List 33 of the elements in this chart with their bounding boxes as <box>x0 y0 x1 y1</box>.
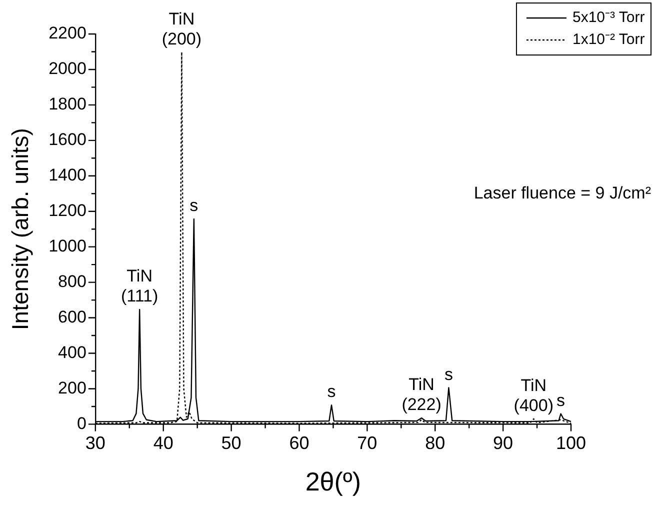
annotation: TiN (222) <box>402 375 442 414</box>
y-tick-label: 600 <box>58 307 86 326</box>
x-tick-label: 100 <box>556 432 586 453</box>
annotation: Laser fluence = 9 J/cm² <box>474 184 652 203</box>
annotation: TiN (200) <box>162 9 202 48</box>
annotation: TiN (111) <box>120 266 158 306</box>
x-tick-label: 60 <box>289 432 310 453</box>
annotation: s <box>556 390 566 410</box>
legend-label: 1x10⁻² Torr <box>572 31 645 48</box>
annotation: s <box>190 196 198 216</box>
annotation: s <box>444 364 453 384</box>
y-tick-label: 800 <box>58 272 86 291</box>
x-tick-label: 90 <box>493 432 514 453</box>
x-tick-label: 50 <box>221 432 242 453</box>
y-tick-label: 2200 <box>48 24 86 43</box>
x-tick-label: 30 <box>85 432 106 453</box>
annotation: s <box>327 382 336 402</box>
x-tick-label: 70 <box>357 432 378 453</box>
y-tick-label: 2000 <box>48 59 86 78</box>
x-axis-title: 2θ(º) <box>305 466 362 497</box>
y-tick-label: 1400 <box>48 166 86 185</box>
annotation: TiN (400) <box>514 376 554 416</box>
x-tick-label: 80 <box>425 432 446 453</box>
y-tick-label: 1800 <box>48 94 86 114</box>
legend-label: 5x10⁻³ Torr <box>572 9 645 26</box>
x-tick-label: 40 <box>153 432 174 453</box>
y-tick-label: 200 <box>58 378 86 398</box>
y-tick-label: 400 <box>58 342 86 362</box>
y-tick-label: 1000 <box>48 236 86 256</box>
y-tick-label: 1200 <box>48 201 86 220</box>
y-axis-title: Intensity (arb. units) <box>7 128 34 330</box>
y-tick-label: 0 <box>76 414 86 433</box>
y-tick-label: 1600 <box>48 130 86 150</box>
